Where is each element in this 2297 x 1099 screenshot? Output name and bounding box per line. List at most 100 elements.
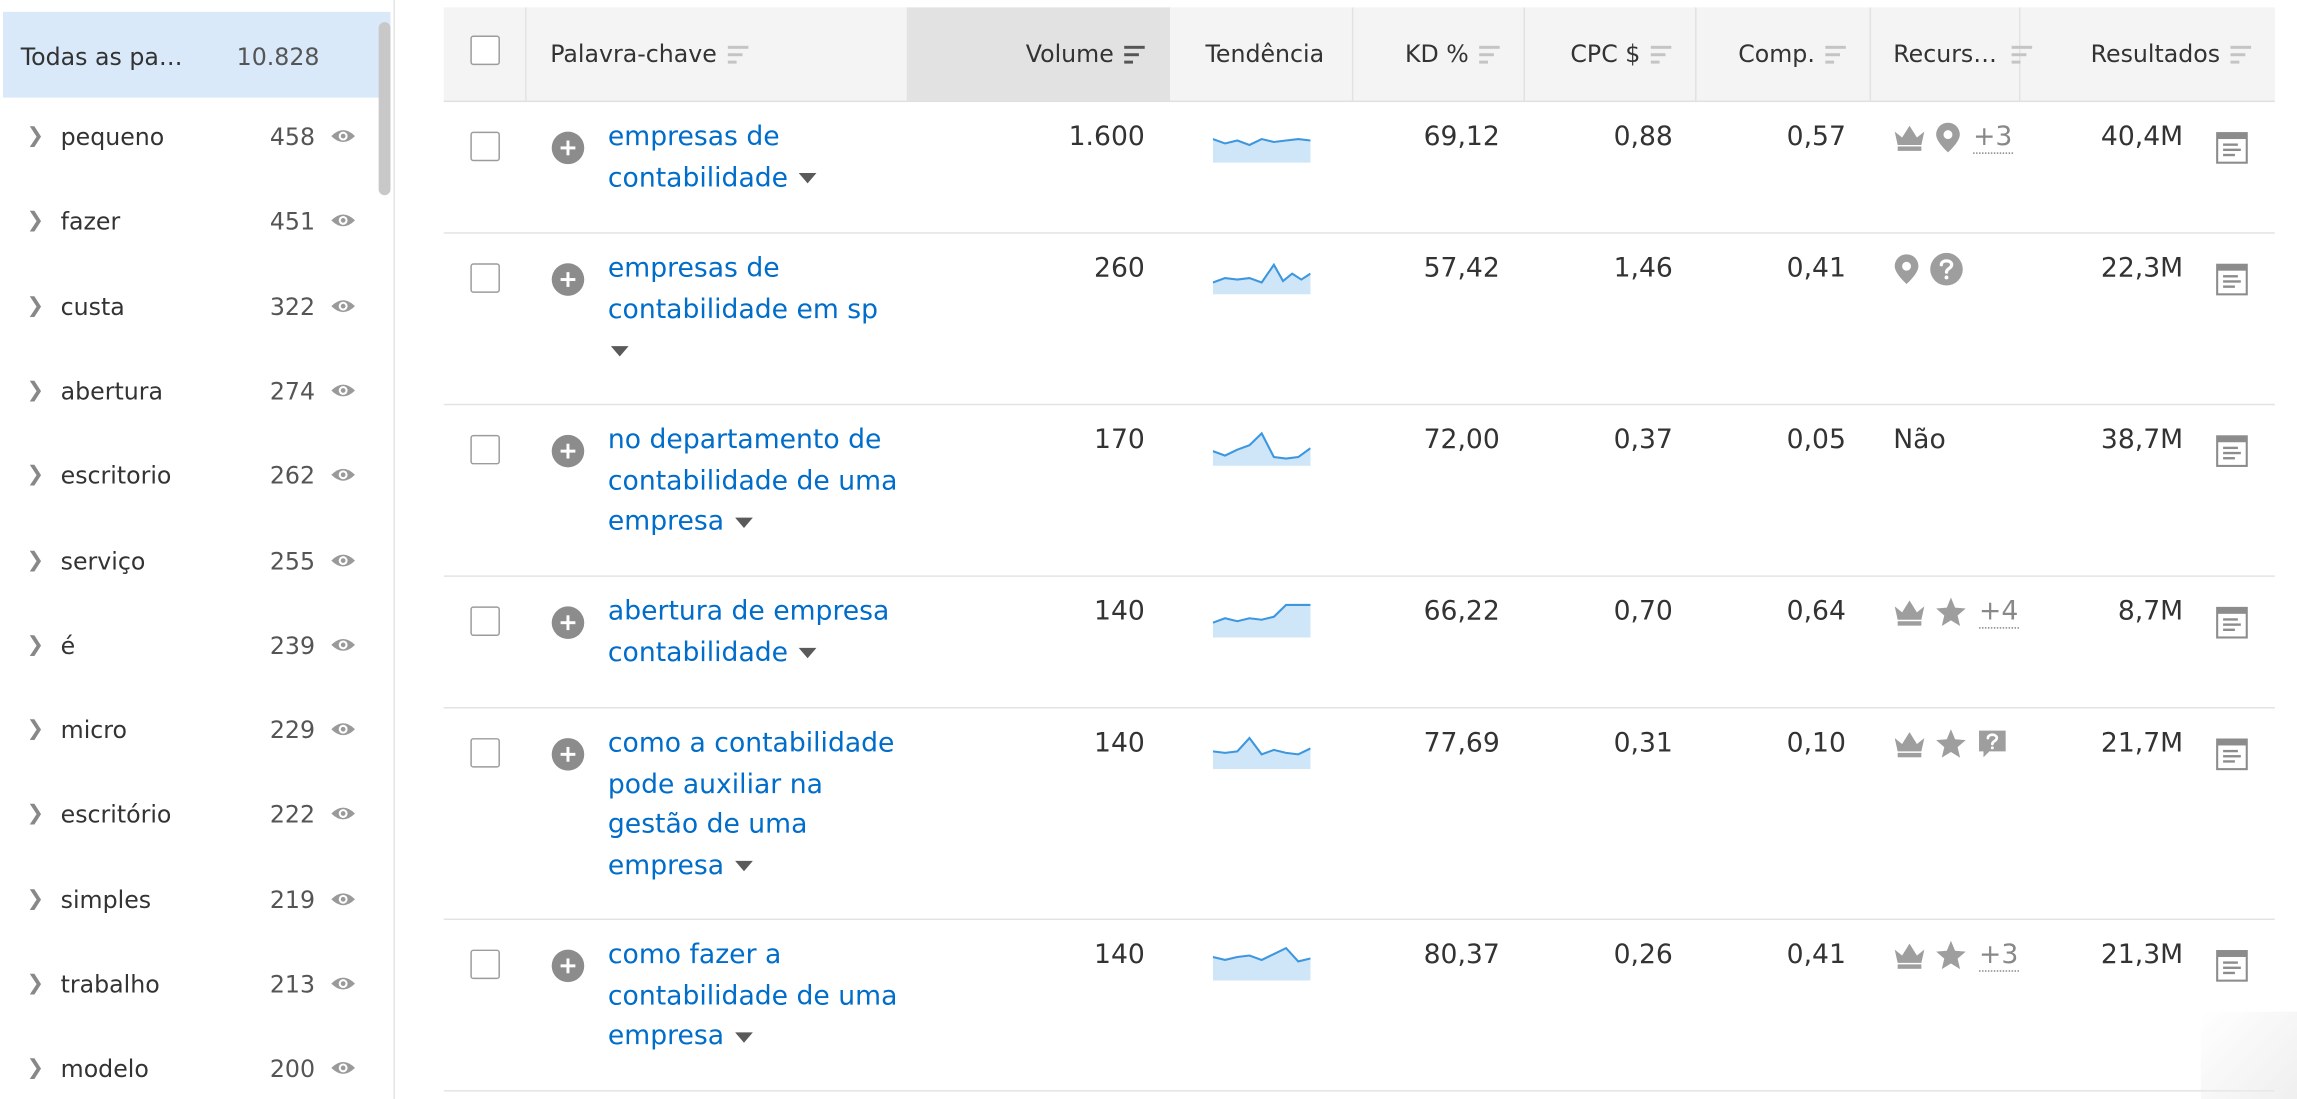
header-comp[interactable]: Comp. [1697, 7, 1872, 101]
results-value: 40,4M [2100, 121, 2184, 153]
crown-icon [1894, 943, 1925, 969]
more-features-link[interactable]: +3 [1979, 938, 2019, 972]
sidebar-item-label: escritorio [60, 461, 172, 490]
add-keyword-icon[interactable] [551, 949, 585, 983]
trend-sparkline [1212, 603, 1311, 638]
dropdown-caret-icon[interactable] [798, 647, 817, 659]
chevron-right-icon[interactable]: ❯ [26, 802, 44, 826]
chevron-right-icon[interactable]: ❯ [26, 717, 44, 742]
sort-icon [2230, 45, 2252, 63]
keyword-link[interactable]: empresas de contabilidade em sp [608, 248, 904, 370]
keyword-link[interactable]: no departamento de contabilidade de uma em… [608, 420, 904, 542]
add-keyword-icon[interactable] [551, 606, 585, 639]
serp-features: Não [1893, 420, 1946, 461]
chevron-right-icon[interactable]: ❯ [26, 1056, 44, 1081]
row-checkbox[interactable] [470, 263, 500, 293]
header-cpc[interactable]: CPC $ [1525, 7, 1697, 101]
keyword-link[interactable]: abertura de empresa contabilidade [608, 592, 904, 673]
chevron-right-icon[interactable]: ❯ [26, 124, 44, 148]
sidebar-item[interactable]: ❯ escritório 222 [0, 777, 377, 861]
sidebar-item[interactable]: ❯ serviço 255 [0, 523, 377, 607]
row-checkbox[interactable] [470, 434, 500, 465]
kd-value: 77,69 [1423, 727, 1500, 759]
chevron-right-icon[interactable]: ❯ [26, 378, 44, 403]
row-checkbox[interactable] [470, 131, 500, 162]
eye-icon[interactable] [330, 805, 357, 823]
dropdown-caret-icon[interactable] [734, 516, 753, 528]
map-pin-icon [1936, 122, 1960, 153]
question-bubble-icon [1979, 730, 2006, 758]
table-row: no departamento de contabilidade de uma em… [443, 404, 2275, 577]
serp-snapshot-icon[interactable] [2216, 950, 2249, 983]
sidebar-item[interactable]: ❯ abertura 274 [0, 353, 377, 437]
eye-icon[interactable] [330, 381, 357, 399]
eye-icon[interactable] [330, 551, 357, 569]
chevron-right-icon[interactable]: ❯ [26, 548, 44, 572]
add-keyword-icon[interactable] [551, 263, 585, 296]
keyword-link[interactable]: como fazer a contabilidade de uma empresa [608, 935, 904, 1057]
header-results[interactable]: Resultados [2020, 7, 2274, 100]
more-features-link[interactable]: +3 [1973, 120, 2013, 154]
chevron-right-icon[interactable]: ❯ [26, 293, 44, 318]
sidebar-item-label: micro [60, 716, 127, 745]
dropdown-caret-icon[interactable] [798, 173, 817, 184]
sidebar-item[interactable]: ❯ trabalho 213 [0, 947, 377, 1031]
serp-snapshot-icon[interactable] [2216, 132, 2249, 165]
sidebar-item[interactable]: ❯ modelo 200 [0, 1031, 377, 1099]
eye-icon[interactable] [330, 636, 357, 654]
add-keyword-icon[interactable] [551, 131, 585, 165]
sidebar-item-count: 10.828 [236, 42, 320, 71]
sidebar-scrollbar[interactable] [378, 22, 391, 196]
sidebar-item-label: custa [60, 292, 125, 321]
sidebar-item[interactable]: ❯ fazer 451 [0, 184, 377, 268]
dropdown-caret-icon[interactable] [734, 1031, 753, 1043]
chevron-right-icon[interactable]: ❯ [26, 886, 44, 911]
serp-snapshot-icon[interactable] [2216, 738, 2249, 771]
add-keyword-icon[interactable] [551, 434, 585, 468]
header-features[interactable]: Recurs… [1871, 7, 2033, 101]
sidebar-item[interactable]: ❯ pequeno 458 [0, 99, 377, 183]
eye-icon[interactable] [330, 720, 357, 738]
serp-snapshot-icon[interactable] [2216, 435, 2249, 468]
chevron-right-icon[interactable]: ❯ [26, 463, 44, 487]
sidebar-item[interactable]: ❯ é 239 [0, 608, 377, 692]
keyword-link[interactable]: como a contabilidade pode auxiliar na gest… [608, 723, 904, 886]
comp-value: 0,57 [1786, 121, 1846, 153]
row-checkbox[interactable] [470, 738, 500, 768]
add-keyword-icon[interactable] [551, 738, 585, 771]
eye-icon[interactable] [330, 127, 357, 145]
select-all-checkbox[interactable] [470, 35, 500, 66]
sidebar-item[interactable]: ❯ custa 322 [0, 269, 377, 353]
eye-icon[interactable] [330, 1059, 357, 1077]
dropdown-caret-icon[interactable] [734, 860, 753, 872]
eye-icon[interactable] [330, 975, 357, 993]
comp-value: 0,10 [1786, 727, 1846, 759]
sidebar-item[interactable]: ❯ simples 219 [0, 862, 377, 946]
keyword-link[interactable]: empresas de contabilidade [608, 117, 904, 198]
eye-icon[interactable] [330, 890, 357, 908]
eye-icon[interactable] [330, 297, 357, 315]
dropdown-caret-icon[interactable] [610, 345, 629, 356]
header-volume[interactable]: Volume [908, 7, 1170, 101]
sidebar-item[interactable]: ❯ escritorio 262 [0, 438, 377, 522]
eye-icon[interactable] [330, 466, 357, 484]
row-checkbox[interactable] [470, 949, 500, 980]
header-keyword[interactable]: Palavra-chave [527, 7, 909, 101]
chevron-right-icon[interactable]: ❯ [26, 971, 44, 996]
header-comp-label: Comp. [1738, 39, 1815, 69]
sidebar-item[interactable]: ❯ micro 229 [0, 692, 377, 776]
star-icon [1936, 729, 1966, 758]
serp-snapshot-icon[interactable] [2216, 606, 2249, 639]
row-checkbox[interactable] [470, 606, 500, 637]
sidebar-item-count: 451 [269, 207, 316, 236]
chevron-right-icon[interactable]: ❯ [26, 632, 44, 657]
header-features-label: Recurs… [1893, 39, 1997, 69]
more-features-link[interactable]: +4 [1979, 595, 2019, 628]
sidebar-item-all[interactable]: Todas as pa… 10.828 [2, 11, 391, 98]
chevron-right-icon[interactable]: ❯ [26, 208, 44, 233]
serp-features-none: Não [1893, 424, 1946, 456]
eye-icon[interactable] [330, 212, 357, 230]
serp-snapshot-icon[interactable] [2216, 263, 2249, 296]
sidebar-item-label: abertura [60, 377, 163, 406]
header-kd[interactable]: KD % [1353, 7, 1525, 101]
